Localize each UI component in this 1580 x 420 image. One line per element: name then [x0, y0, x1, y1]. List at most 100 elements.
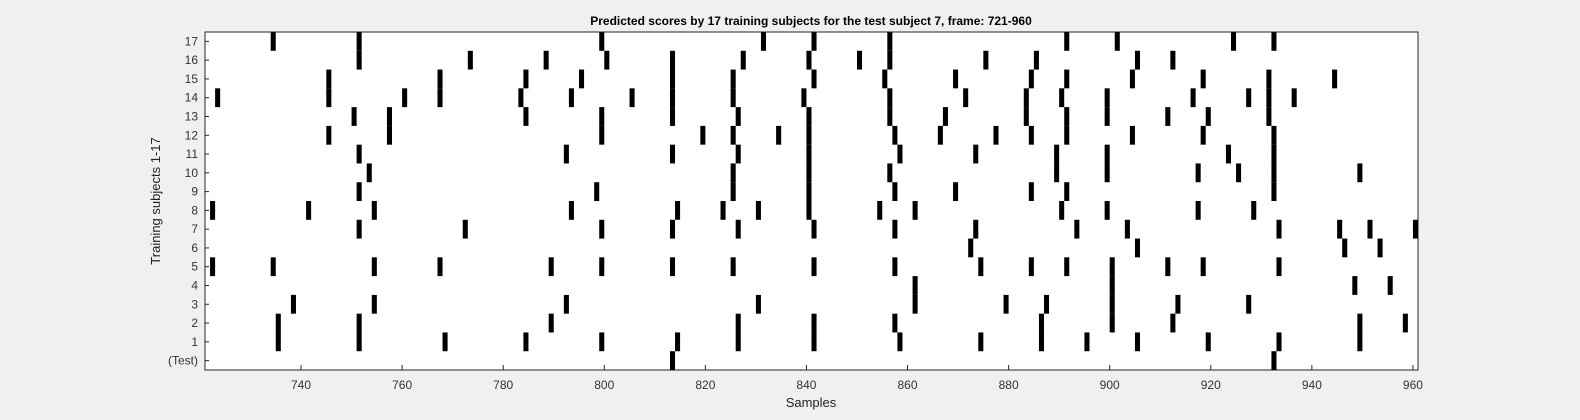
mark-row13-13 [1205, 107, 1211, 126]
mark-row8-10 [1059, 201, 1065, 220]
mark-row8-11 [1104, 201, 1110, 220]
mark-row10-9 [1357, 163, 1363, 183]
y-tick-label: 14 [185, 91, 199, 105]
mark-row14-5 [568, 88, 574, 108]
mark-row12-6 [806, 125, 812, 145]
mark-row4-3 [1387, 276, 1393, 295]
mark-row12-1 [386, 125, 392, 145]
mark-row5-13 [1109, 257, 1115, 277]
mark-row10-8 [1271, 163, 1277, 183]
mark-row7-7 [973, 219, 979, 239]
mark-row7-12 [1367, 219, 1373, 239]
mark-row12-3 [700, 125, 706, 145]
mark-row15-0 [326, 69, 332, 89]
mark-row1-1 [356, 332, 362, 352]
mark-row15-5 [730, 69, 736, 89]
mark-row16-7 [856, 50, 863, 70]
mark-row8-12 [1195, 201, 1201, 220]
mark-row7-2 [599, 219, 605, 239]
mark-row17-4 [811, 32, 817, 51]
y-tick-label: 7 [191, 222, 198, 236]
mark-row1-9 [978, 332, 984, 352]
mark-row12-13 [1200, 125, 1206, 145]
mark-row17-2 [599, 32, 605, 51]
mark-row16-1 [467, 50, 473, 70]
mark-row2-4 [811, 313, 817, 333]
mark-row15-12 [1200, 69, 1206, 89]
mark-row11-1 [563, 144, 569, 164]
mark-row14-3 [437, 88, 443, 108]
mark-row14-9 [801, 88, 807, 108]
mark-row13-1 [386, 107, 392, 126]
mark-row16-6 [806, 50, 812, 70]
mark-row14-2 [402, 88, 408, 108]
mark-row9-3 [806, 182, 812, 201]
mark-row11-10 [1271, 144, 1277, 164]
mark-row16-10 [1033, 50, 1039, 70]
mark-row8-13 [1251, 201, 1257, 220]
y-tick-label: 2 [191, 316, 198, 330]
mark-row11-5 [897, 144, 903, 164]
mark-row14-6 [629, 88, 635, 108]
mark-row9-5 [953, 182, 959, 201]
mark-row8-7 [806, 201, 812, 220]
mark-row13-12 [1165, 107, 1171, 126]
mark-row5-1 [270, 257, 276, 277]
mark-row15-14 [1332, 69, 1338, 89]
mark-row12-5 [776, 125, 782, 145]
mark-row4-0 [912, 276, 918, 295]
mark-row13-11 [1104, 107, 1110, 126]
mark-row5-5 [599, 257, 605, 277]
mark-row16-4 [669, 50, 676, 70]
mark-row14-15 [1190, 88, 1196, 108]
mark-row12-0 [326, 125, 332, 145]
x-tick-label: 760 [392, 378, 412, 392]
mark-row13-8 [942, 107, 948, 126]
mark-row7-11 [1337, 219, 1343, 239]
mark-row15-4 [669, 69, 676, 89]
mark-row15-1 [437, 69, 443, 89]
mark-row13-9 [1023, 107, 1029, 126]
mark-row3-5 [1003, 294, 1009, 314]
mark-row5-11 [1028, 257, 1034, 277]
x-tick-label: 940 [1302, 378, 1322, 392]
mark-row9-6 [1028, 182, 1034, 201]
mark-row3-8 [1175, 294, 1181, 314]
mark-row16-12 [1170, 50, 1176, 70]
mark-row12-14 [1271, 125, 1277, 145]
y-tick-label: 9 [191, 185, 198, 199]
mark-row5-7 [730, 257, 736, 277]
mark-row16-9 [983, 50, 989, 70]
mark-row16-5 [740, 50, 746, 70]
x-tick-label: 960 [1403, 378, 1423, 392]
y-tick-label: 3 [191, 297, 198, 311]
mark-row6-1 [1134, 238, 1141, 258]
mark-row1-14 [1276, 332, 1282, 352]
mark-row9-0 [356, 182, 362, 201]
mark-row16-2 [543, 50, 549, 70]
mark-row15-10 [1064, 69, 1070, 89]
y-tick-label: (Test) [168, 354, 198, 368]
mark-row13-2 [523, 107, 529, 126]
y-tick-label: 10 [185, 166, 199, 180]
mark-row3-9 [1246, 294, 1252, 314]
mark-row13-10 [1064, 107, 1070, 126]
x-ticks: 740 760 780 800 820 840 860 880 900 920 940 960 [291, 365, 1423, 392]
mark-row17-3 [760, 32, 767, 51]
mark-row13-4 [669, 107, 676, 126]
mark-row17-1 [356, 32, 362, 51]
mark-row13-7 [887, 107, 893, 126]
mark-row6-2 [1342, 238, 1348, 258]
mark-row17-7 [1114, 32, 1120, 51]
mark-row13-3 [599, 107, 605, 126]
mark-row14-16 [1246, 88, 1252, 108]
mark-row1-15 [1357, 332, 1363, 352]
mark-row2-10 [1402, 313, 1408, 333]
mark-row2-1 [356, 313, 362, 333]
mark-row5-14 [1165, 257, 1171, 277]
mark-row15-9 [1028, 69, 1034, 89]
y-tick-label: 11 [186, 147, 199, 161]
mark-row14-11 [963, 88, 969, 108]
mark-row2-0 [275, 313, 281, 333]
mark-row7-8 [1074, 219, 1080, 239]
